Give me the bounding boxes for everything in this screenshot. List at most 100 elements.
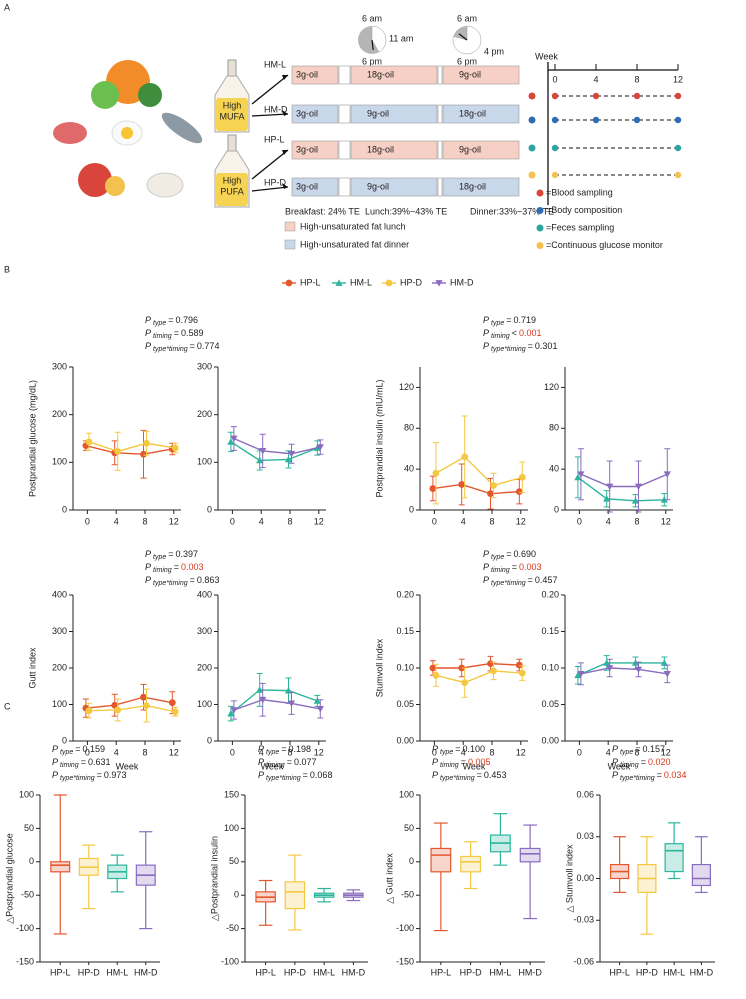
y-tick-label: -100 <box>396 923 414 933</box>
marker <box>606 483 614 491</box>
series-line <box>435 456 523 487</box>
p-operator: = <box>190 575 195 585</box>
p-subscript: timing <box>266 762 285 769</box>
key-swatch <box>284 221 296 232</box>
series-line <box>88 704 176 713</box>
p-number: 0.157 <box>643 744 666 754</box>
meal-gap <box>437 140 443 160</box>
x-tick-label: HM-L <box>313 967 335 977</box>
x-tick-label: 12 <box>516 747 526 757</box>
x-tick-label: 4 <box>606 747 611 757</box>
x-tick-label: 0 <box>85 516 90 526</box>
p-symbol: P <box>52 770 58 780</box>
sampling-icon <box>528 116 536 124</box>
p-number: 0.034 <box>664 770 687 780</box>
p-number: 0.397 <box>176 549 199 559</box>
p-symbol: P <box>612 757 618 767</box>
marker <box>574 473 582 481</box>
clock-label: 4 pm <box>484 46 504 56</box>
group-label: HP-D <box>264 177 286 187</box>
marker <box>230 435 238 443</box>
marker <box>287 700 296 708</box>
p-subscript: type <box>153 320 166 327</box>
arrow <box>251 74 289 105</box>
x-tick-label: HP-L <box>50 967 71 977</box>
box <box>691 863 711 887</box>
sampling-dot <box>633 92 641 100</box>
marker <box>171 708 179 716</box>
p-operator: = <box>455 744 460 754</box>
fruit <box>105 176 125 196</box>
y-axis-label: △Postprandial insulin <box>209 836 219 921</box>
legend-label: HM-D <box>450 277 474 287</box>
clock-label: 6 pm <box>457 56 477 66</box>
y-tick-label: 40 <box>549 464 559 474</box>
p-symbol: P <box>145 549 151 559</box>
p-number: 0.774 <box>197 341 220 351</box>
p-operator: = <box>477 770 482 780</box>
y-axis-label: Postprandial glucose (mg/dL) <box>27 380 37 497</box>
p-number: 0.453 <box>484 770 507 780</box>
y-tick-label: 0 <box>29 856 34 866</box>
x-tick-label: 0 <box>230 747 235 757</box>
p-number: 0.863 <box>197 575 220 585</box>
marker <box>316 444 324 451</box>
y-axis-label: △ Stumvoll index <box>564 844 574 912</box>
clock-interval <box>371 25 387 53</box>
y-tick-label: 300 <box>197 361 212 371</box>
y-tick-label: 0 <box>409 856 414 866</box>
series-line <box>432 662 520 669</box>
legend-icon <box>536 224 544 232</box>
p-number: 0.589 <box>181 328 204 338</box>
p-subscript: type <box>491 554 504 561</box>
marker <box>114 706 122 714</box>
arrow-head <box>282 150 288 155</box>
p-number: 0.003 <box>519 562 542 572</box>
panel-label: A <box>4 2 10 12</box>
fish <box>161 112 203 144</box>
y-tick-label: 400 <box>197 589 212 599</box>
marker <box>487 490 494 498</box>
y-tick-label: 0.05 <box>541 699 559 709</box>
marker <box>230 707 238 714</box>
p-subscript: type*timing <box>153 580 188 587</box>
x-tick-label: HM-D <box>342 967 366 977</box>
p-subscript: timing <box>60 762 79 769</box>
y-tick-label: 0 <box>409 504 414 514</box>
p-subscript: timing <box>491 567 510 574</box>
y-tick-label: -0.06 <box>573 956 594 966</box>
y-tick-label: 0 <box>554 504 559 514</box>
meal-box <box>291 104 339 124</box>
marker <box>227 438 235 445</box>
marker <box>606 665 614 672</box>
p-operator: < <box>512 328 517 338</box>
marker <box>256 456 264 464</box>
meal-gap <box>437 177 443 197</box>
x-axis-label: Week <box>116 761 139 771</box>
p-operator: = <box>174 328 179 338</box>
x-tick-label: HP-D <box>636 967 658 977</box>
p-number: 0.973 <box>104 770 127 780</box>
marker <box>435 280 443 287</box>
marker <box>432 469 440 477</box>
p-subscript: timing <box>491 333 510 340</box>
y-tick-label: 0 <box>207 504 212 514</box>
p-operator: = <box>635 744 640 754</box>
sampling-label: =Feces sampling <box>546 222 614 232</box>
y-tick-label: 0.15 <box>541 626 559 636</box>
x-tick-label: 8 <box>489 516 494 526</box>
y-tick-label: 0.20 <box>396 589 414 599</box>
y-tick-label: 300 <box>52 626 67 636</box>
marker <box>432 671 440 679</box>
x-tick-label: HP-D <box>460 967 482 977</box>
p-subscript: timing <box>620 762 639 769</box>
